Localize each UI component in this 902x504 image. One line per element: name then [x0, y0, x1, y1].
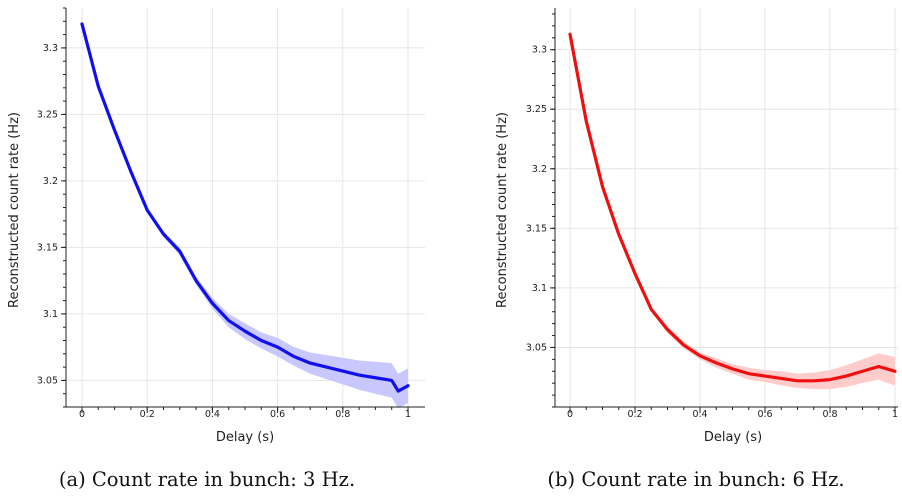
y-tick-label-a-0: 3.05 [37, 375, 58, 386]
x-tick-label-a-1: 0.2 [140, 409, 155, 420]
y-tick-label-a-4: 3.25 [37, 109, 58, 120]
x-tick-label-a-4: 0.8 [335, 409, 350, 420]
x-tick-label-b-1: 0.2 [627, 409, 642, 420]
xlabel-b: Delay (s) [704, 430, 762, 445]
series-line-b [568, 32, 897, 383]
y-tick-label-b-4: 3.25 [526, 104, 547, 115]
ylabel-b: Reconstructed count rate (Hz) [495, 112, 510, 308]
caption-a: (a) Count rate in bunch: 3 Hz. [59, 468, 355, 491]
x-tick-label-a-0: 0 [79, 409, 85, 420]
x-tick-label-b-4: 0.8 [822, 409, 837, 420]
x-tick-label-a-5: 1 [405, 409, 411, 420]
y-tick-label-b-3: 3.2 [532, 164, 547, 175]
x-tick-label-b-3: 0.6 [757, 409, 772, 420]
y-tick-label-a-3: 3.2 [43, 176, 58, 187]
confidence-band-b [570, 33, 895, 390]
y-tick-label-b-5: 3.3 [532, 45, 547, 56]
series-line-a [80, 22, 410, 393]
xlabel-a: Delay (s) [216, 430, 274, 445]
x-tick-label-a-3: 0.6 [270, 409, 285, 420]
y-tick-label-a-2: 3.15 [37, 242, 58, 253]
x-tick-label-b-5: 1 [892, 409, 898, 420]
caption-b: (b) Count rate in bunch: 6 Hz. [547, 468, 844, 491]
y-tick-label-b-0: 3.05 [526, 342, 547, 353]
confidence-band-a [82, 22, 408, 409]
panel-b: Reconstructed count rate (Hz) Delay (s) … [495, 8, 898, 491]
y-tick-label-a-1: 3.1 [43, 309, 58, 320]
y-tick-label-b-2: 3.15 [526, 223, 547, 234]
x-tick-label-b-2: 0.4 [692, 409, 707, 420]
ylabel-a: Reconstructed count rate (Hz) [7, 112, 22, 308]
panel-a: Reconstructed count rate (Hz) Delay (s) … [7, 7, 425, 491]
y-tick-label-a-5: 3.3 [43, 43, 58, 54]
x-tick-label-a-2: 0.4 [205, 409, 220, 420]
x-tick-label-b-0: 0 [567, 409, 573, 420]
y-tick-label-b-1: 3.1 [532, 283, 547, 294]
